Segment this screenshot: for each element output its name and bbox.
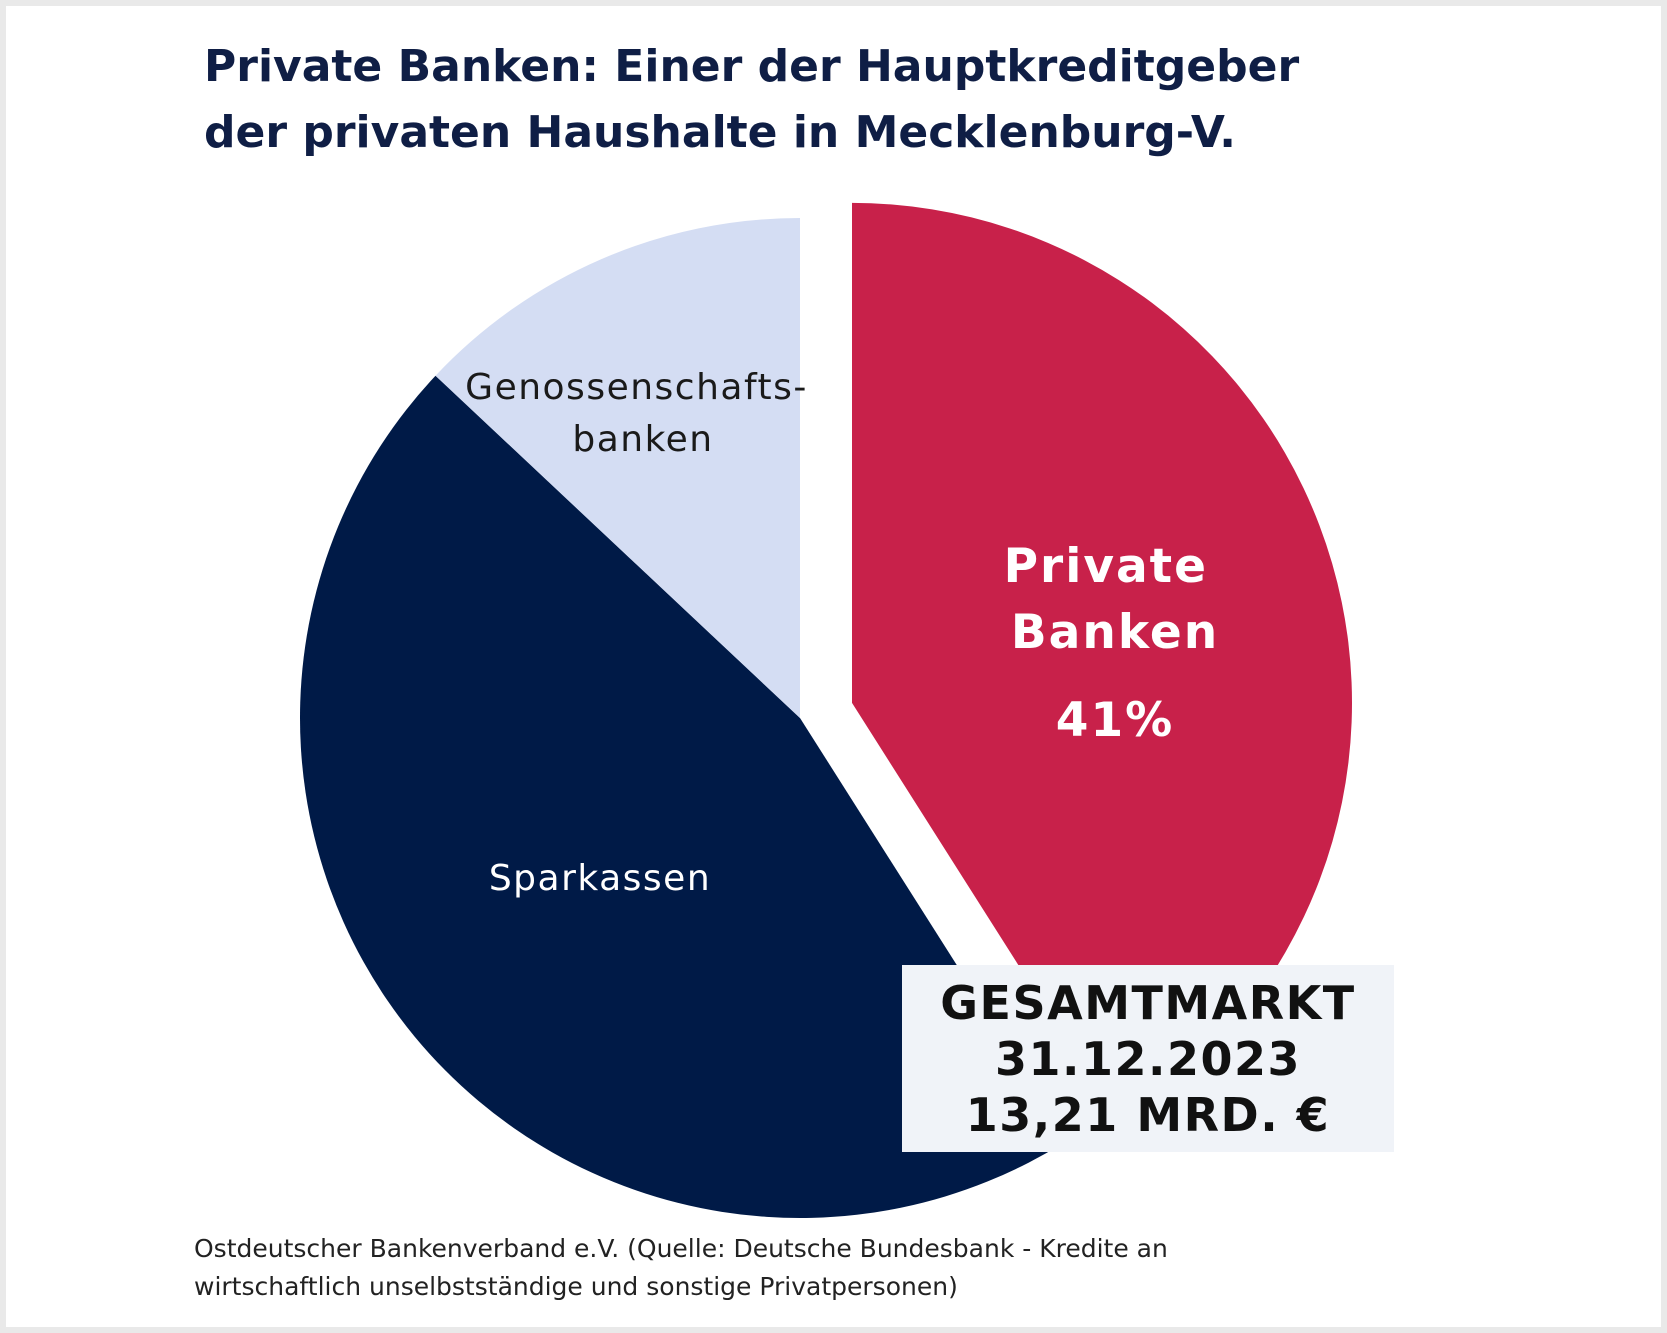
- label-sparkassen: Sparkassen: [489, 858, 711, 899]
- total-market-date: 31.12.2023: [994, 1032, 1301, 1086]
- chart-title-line-1: Private Banken: Einer der Hauptkreditgeb…: [204, 41, 1300, 92]
- slice-private-banken: [852, 202, 1353, 1126]
- label-genossenschaftsbanken: Genossenschafts- banken: [465, 367, 821, 460]
- slice-genossenschaftsbanken: [435, 218, 800, 718]
- label-private-banken: Private Banken: [1004, 539, 1227, 660]
- chart-title: Private Banken: Einer der Hauptkreditgeb…: [204, 34, 1504, 166]
- label-genossenschaftsbanken-line-2: banken: [572, 419, 713, 460]
- total-market-label: GESAMTMARKT: [940, 976, 1356, 1030]
- total-market-volume: 13,21 MRD. €: [965, 1088, 1331, 1142]
- total-market-box: GESAMTMARKT 31.12.2023 13,21 MRD. €: [902, 965, 1394, 1152]
- source-line-2: wirtschaftlich unselbstständige und sons…: [194, 1272, 958, 1301]
- label-private-banken-line-1: Private: [1004, 539, 1208, 594]
- label-genossenschaftsbanken-line-1: Genossenschafts-: [465, 367, 808, 408]
- value-label-private-banken: 41%: [1056, 693, 1175, 748]
- chart-title-line-2: der privaten Haushalte in Mecklenburg-V.: [204, 107, 1236, 158]
- source-note: Ostdeutscher Bankenverband e.V. (Quelle:…: [194, 1230, 1494, 1306]
- slice-sparkassen: [299, 375, 1068, 1219]
- source-line-1: Ostdeutscher Bankenverband e.V. (Quelle:…: [194, 1234, 1168, 1263]
- label-private-banken-line-2: Banken: [1011, 605, 1219, 660]
